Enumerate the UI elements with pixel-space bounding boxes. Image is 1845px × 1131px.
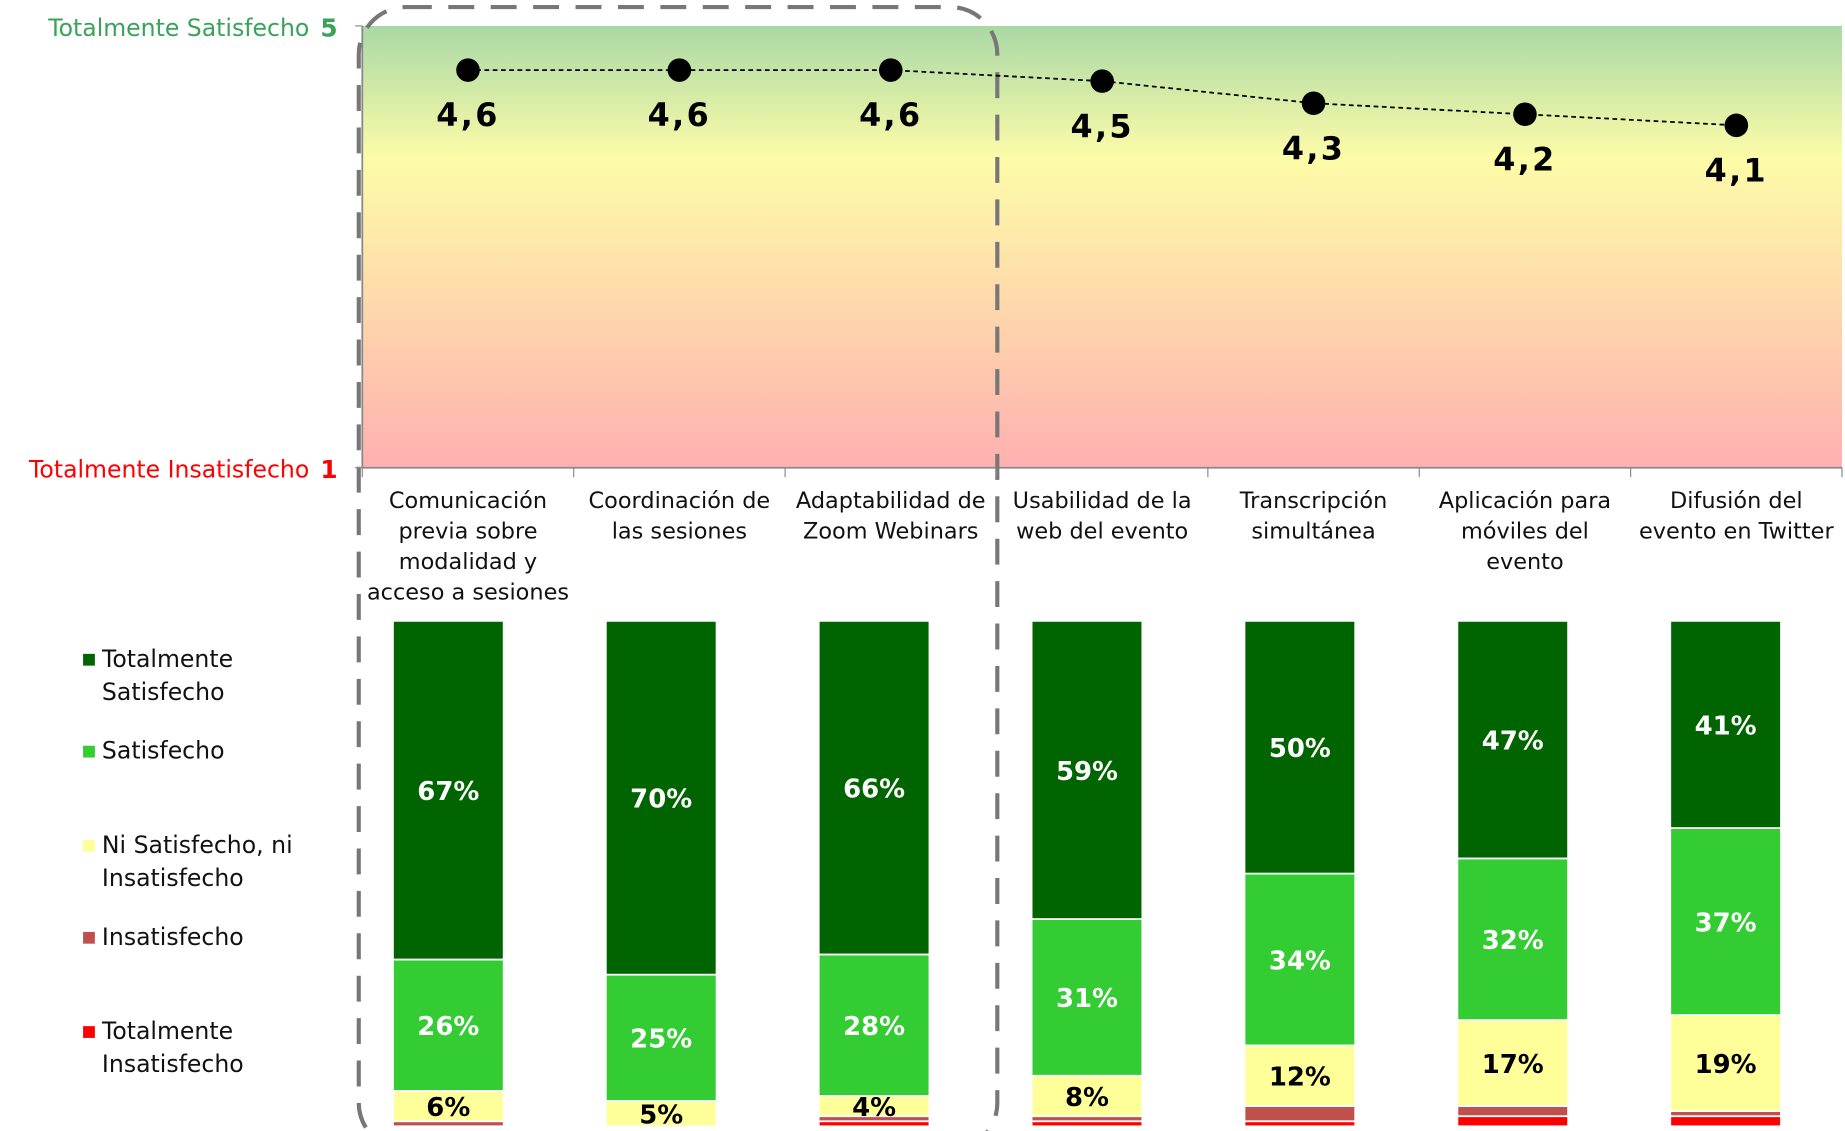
bar-segment [1669, 619, 1782, 829]
data-label: 4,3 [1282, 130, 1345, 167]
data-label: 4,6 [648, 97, 711, 134]
data-label: 4,6 [859, 97, 922, 134]
data-label: 70% [630, 785, 692, 815]
point [456, 58, 480, 82]
data-label: 66% [843, 775, 905, 805]
data-label: 26% [417, 1012, 479, 1042]
legend-label-box: Satisfecho [101, 736, 225, 765]
bar-segment [604, 1100, 718, 1128]
data-label: 4,1 [1705, 152, 1768, 189]
legend-label: Insatisfecho [101, 922, 244, 951]
data-label: 32% [1482, 926, 1544, 956]
data-label: 4,2 [1493, 141, 1556, 178]
data-label: 28% [843, 1012, 905, 1042]
bar-segment [1456, 1105, 1569, 1118]
bar-segment [392, 958, 505, 1092]
legend-label-box: Ni Satisfecho, ni Insatisfecho [101, 830, 293, 892]
x-tick-label-box: Usabilidad de la web del evento [1012, 487, 1192, 545]
x-tick-label-box: Coordinación de las sesiones [588, 487, 771, 545]
bar-segment [1030, 1074, 1144, 1118]
x-tick-label-box: Comunicación previa sobre modalidad y ac… [366, 487, 570, 606]
x-tick-label: Transcripción simultánea [1239, 487, 1388, 545]
bar-segment [604, 619, 718, 976]
point [878, 58, 903, 82]
y-annotation: Totalmente Satisfecho [47, 14, 309, 42]
bar-segment [817, 619, 931, 956]
plot-background [362, 25, 1843, 468]
data-label: 25% [630, 1025, 692, 1055]
data-label: 12% [1269, 1063, 1331, 1093]
data-label: 8% [1065, 1083, 1109, 1113]
legend-swatch [83, 745, 95, 758]
data-label: 41% [1695, 711, 1757, 741]
bar-segment [1456, 1019, 1569, 1107]
data-label: 59% [1056, 757, 1118, 787]
point [1090, 69, 1114, 93]
legend-swatch [83, 653, 95, 666]
legend-label: Satisfecho [101, 736, 225, 765]
legend-swatch [83, 1026, 95, 1038]
x-tick-label: Usabilidad de la web del evento [1012, 487, 1192, 545]
legend-label: Totalmente Satisfecho [101, 644, 234, 706]
bar-segment [1030, 918, 1144, 1077]
bar-segment [1456, 619, 1569, 860]
point [1513, 102, 1537, 127]
legend-swatch [83, 840, 95, 852]
data-label: 4,5 [1070, 108, 1133, 145]
x-tick-label: Difusión del evento en Twitter [1638, 487, 1834, 545]
highlight-box [356, 5, 1000, 1131]
data-label: 47% [1482, 727, 1544, 757]
x-tick-label-box: Aplicación para móviles del evento [1438, 487, 1612, 575]
y-annotation: Totalmente Insatisfecho [28, 456, 309, 484]
bar-segment [604, 973, 718, 1102]
legend-label: Totalmente Insatisfecho [101, 1016, 244, 1078]
legend-swatch [83, 931, 95, 944]
data-label: 4,6 [436, 97, 499, 134]
legend-label-box: Insatisfecho [101, 922, 244, 951]
bar-segment [1669, 827, 1782, 1016]
bar-segment [1243, 872, 1357, 1047]
x-tick-label-box: Difusión del evento en Twitter [1638, 487, 1834, 545]
legend-label-box: Totalmente Insatisfecho [101, 1016, 244, 1078]
data-label: 34% [1269, 946, 1331, 976]
y-tick-label: 1 [320, 455, 337, 484]
data-label: 5% [639, 1101, 683, 1131]
bar-segment [1243, 1044, 1357, 1107]
data-label: 17% [1482, 1050, 1544, 1080]
x-tick-label: Adaptabilidad de Zoom Webinars [795, 487, 986, 545]
point [1724, 113, 1749, 138]
data-label: 50% [1269, 734, 1331, 764]
bar-segment [1669, 1115, 1782, 1128]
data-label: 19% [1695, 1050, 1757, 1080]
bar-segment [1243, 619, 1357, 875]
legend-label: Ni Satisfecho, ni Insatisfecho [101, 830, 293, 892]
data-label: 31% [1056, 984, 1118, 1014]
bar-segment [1030, 619, 1144, 920]
x-tick-label-box: Transcripción simultánea [1239, 487, 1388, 545]
bar-segment [817, 953, 931, 1097]
x-tick-label: Comunicación previa sobre modalidad y ac… [366, 487, 570, 606]
bar-segment [1243, 1105, 1357, 1123]
data-label: 37% [1695, 908, 1757, 938]
legend-label-box: Totalmente Satisfecho [101, 644, 234, 706]
x-tick-label: Aplicación para móviles del evento [1438, 487, 1612, 575]
x-tick-label-box: Adaptabilidad de Zoom Webinars [795, 487, 986, 545]
bar-segment [1456, 857, 1569, 1022]
point [667, 58, 692, 82]
y-tick-label: 5 [320, 13, 337, 42]
data-label: 6% [426, 1093, 470, 1123]
point [1301, 91, 1326, 116]
bar-segment [1669, 1014, 1782, 1113]
data-label: 4% [852, 1093, 896, 1123]
x-tick-label: Coordinación de las sesiones [588, 487, 771, 545]
data-label: 67% [417, 777, 479, 807]
bar-segment [1456, 1115, 1569, 1128]
bar-segment [392, 619, 505, 961]
